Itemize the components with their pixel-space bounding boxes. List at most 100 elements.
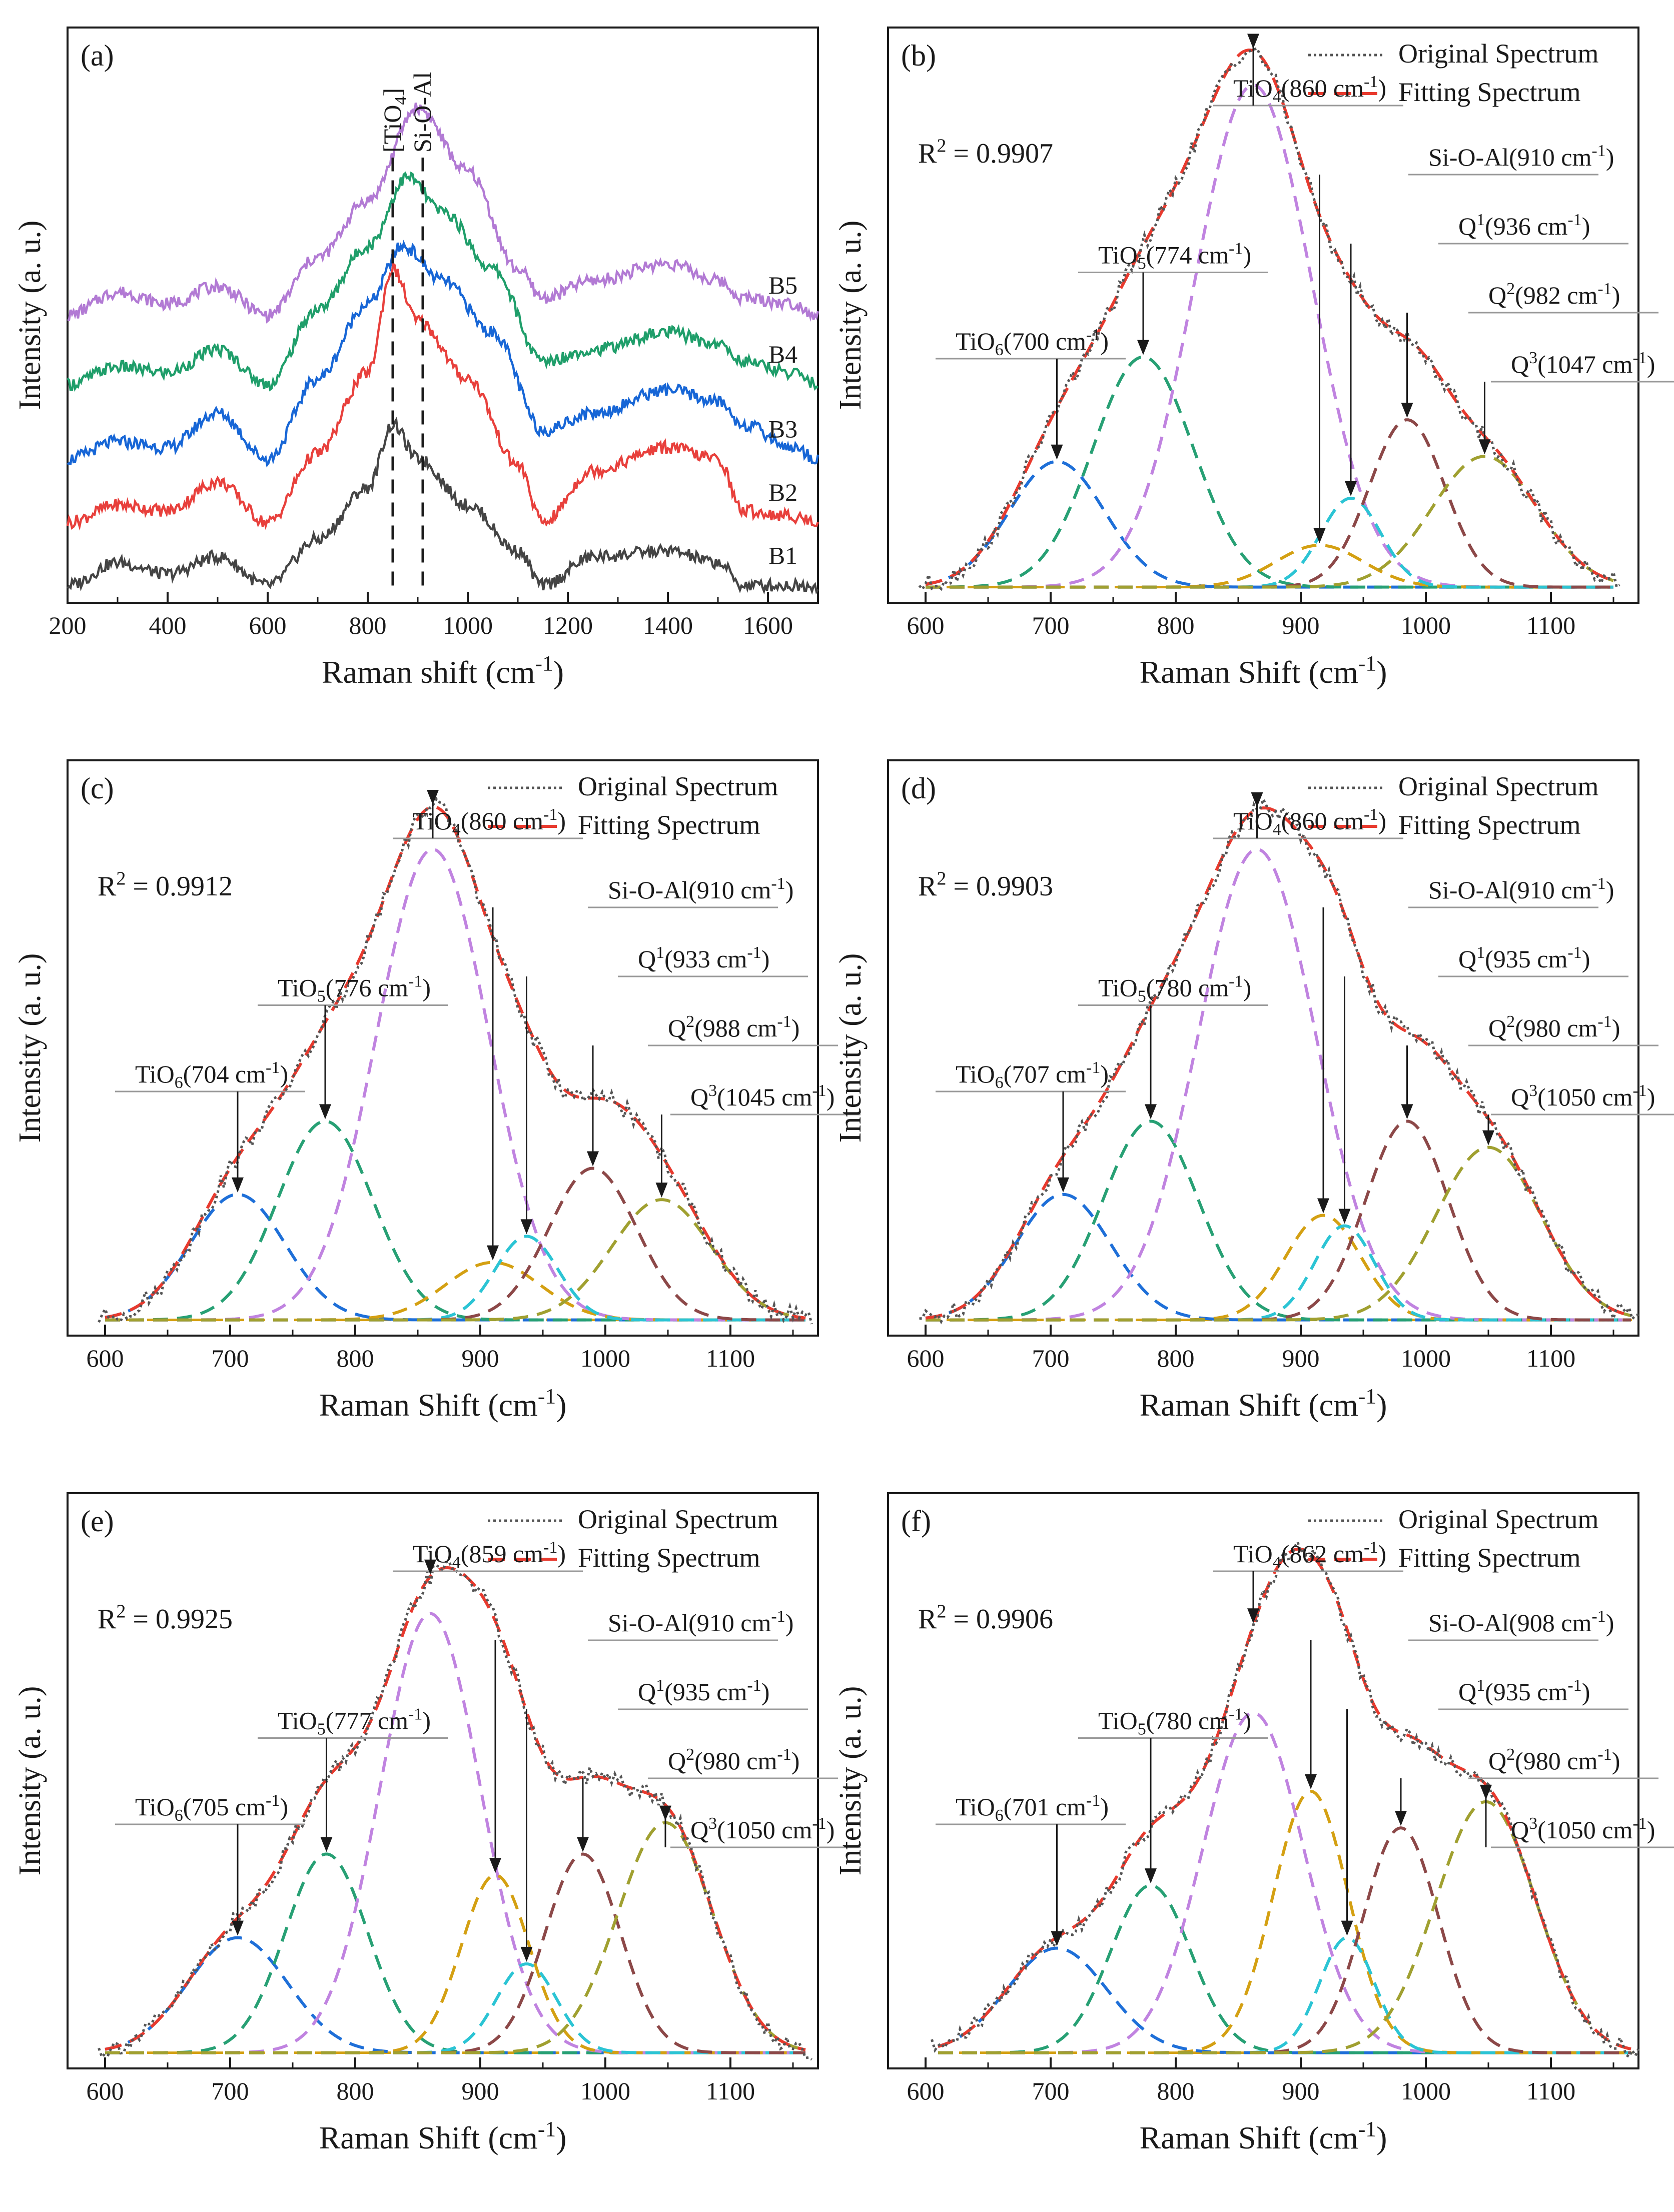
series-label-B4: B4 [768, 340, 797, 368]
x-tick-label: 900 [1282, 2077, 1320, 2105]
x-axis-label: Raman Shift (cm-1) [319, 2117, 567, 2155]
annotation-Q2: Q2(980 cm-1) [1488, 1012, 1620, 1042]
series-B5 [67, 103, 819, 324]
legend-original-label: Original Spectrum [1398, 771, 1598, 801]
x-tick-label: 900 [462, 2077, 499, 2105]
annotation-Q1: Q1(935 cm-1) [638, 1676, 769, 1706]
annotation-arrowhead [487, 1245, 499, 1261]
series-B3 [67, 240, 819, 468]
x-tick-label: 1100 [1526, 611, 1575, 639]
annotation-TiO5: TiO5(774 cm-1) [1098, 240, 1251, 273]
r2-label: R2 = 0.9907 [918, 136, 1053, 169]
annotation-TiO6: TiO6(701 cm-1) [956, 1791, 1109, 1825]
x-tick-label: 800 [1157, 2077, 1195, 2105]
x-tick-label: 800 [349, 611, 387, 639]
x-tick-label: 1100 [706, 2077, 755, 2105]
peak-TiO5 [926, 1120, 1631, 1322]
annotation-arrowhead [489, 1858, 501, 1873]
annotation-SiOAl: Si-O-Al(910 cm-1) [1428, 874, 1614, 904]
x-tick-label: 700 [212, 1344, 249, 1372]
annotation-arrowhead [1247, 1608, 1259, 1624]
peak-Q1 [938, 1936, 1631, 2054]
x-tick-label: 600 [87, 2077, 124, 2105]
annotation-arrowhead [577, 1837, 589, 1852]
annotation-arrowhead [1051, 444, 1063, 460]
x-axis-label: Raman Shift (cm-1) [1140, 1385, 1387, 1423]
panel-a: 200 400 600 800 1000 1200 1400 1600 Raman shift … [13, 27, 819, 690]
x-tick-label: 1000 [1401, 2077, 1451, 2105]
annotation-TiO4: TiO4(860 cm-1) [1233, 73, 1386, 106]
axes-frame [67, 759, 819, 1337]
peak-Q1 [105, 1235, 805, 1322]
annotation-Q1: Q1(935 cm-1) [1458, 943, 1590, 973]
peak-SiOAl [105, 1873, 805, 2054]
peak-Q2 [926, 1120, 1631, 1322]
peak-TiO5 [938, 1884, 1631, 2054]
annotation-Q1: Q1(933 cm-1) [638, 943, 769, 973]
annotation-arrowhead [424, 1559, 436, 1575]
panel-b: 600 700 800 900 1000 1100 Raman Shift (cm-1) In… [833, 27, 1674, 690]
annotation-TiO4: TiO4(860 cm-1) [413, 805, 566, 839]
annotation-TiO5: TiO5(780 cm-1) [1098, 972, 1251, 1006]
panel-e: 600 700 800 900 1000 1100 Raman Shift (cm-1) In… [13, 1492, 861, 2155]
legend-original-label: Original Spectrum [578, 771, 778, 801]
original-spectrum [919, 795, 1639, 1325]
series-label-B3: B3 [768, 415, 797, 443]
legend-original-label: Original Spectrum [1398, 1504, 1598, 1534]
annotation-TiO4: TiO4(859 cm-1) [413, 1538, 566, 1572]
annotation-Q3: Q3(1050 cm-1) [1511, 1081, 1655, 1111]
annotation-arrowhead [520, 1946, 533, 1962]
peak-SiOAl [926, 544, 1613, 589]
annotation-arrowhead [319, 1104, 331, 1120]
x-tick-label: 600 [249, 611, 287, 639]
legend-fitting-label: Fitting Spectrum [578, 810, 760, 840]
peak-Q3 [926, 455, 1614, 589]
panel-label: (f) [901, 1505, 931, 1538]
x-tick-label: 700 [1032, 2077, 1070, 2105]
annotation-TiO6: TiO6(704 cm-1) [135, 1058, 288, 1092]
peak-Q1 [926, 496, 1613, 589]
peak-Q2 [105, 1167, 805, 1322]
x-tick-label: 1000 [580, 2077, 630, 2105]
annotation-arrowhead [1401, 403, 1413, 418]
y-axis-label: Intensity (a. u.) [13, 1686, 47, 1876]
annotation-arrowhead [1395, 1811, 1407, 1826]
x-axis-label: Raman Shift (cm-1) [1140, 652, 1387, 690]
x-tick-label: 1000 [1401, 1344, 1451, 1372]
peak-TiO6 [925, 460, 1613, 589]
marker-label: Si-O-Al [408, 72, 436, 153]
x-axis-label: Raman Shift (cm-1) [1140, 2117, 1387, 2155]
peak-TiO6 [105, 1936, 805, 2054]
peak-Q2 [938, 1826, 1631, 2054]
x-tick-label: 900 [1282, 1344, 1320, 1372]
peak-TiO5 [105, 1120, 805, 1322]
annotation-TiO6: TiO6(705 cm-1) [135, 1791, 288, 1825]
x-tick-label: 400 [149, 611, 187, 639]
annotation-arrowhead [1305, 1774, 1317, 1789]
annotation-TiO5: TiO5(780 cm-1) [1098, 1705, 1251, 1739]
annotation-Q1: Q1(935 cm-1) [1458, 1676, 1590, 1706]
x-tick-label: 800 [337, 2077, 374, 2105]
annotation-arrowhead [1341, 1920, 1353, 1936]
peak-TiO4 [926, 847, 1631, 1322]
annotation-arrowhead [1345, 481, 1357, 496]
series-label-B5: B5 [768, 271, 797, 299]
r2-label: R2 = 0.9903 [918, 868, 1053, 902]
peak-SiOAl [926, 1214, 1631, 1322]
annotation-arrowhead [232, 1920, 244, 1936]
x-axis-label: Raman Shift (cm-1) [319, 1385, 567, 1423]
peak-Q3 [105, 1198, 806, 1322]
x-tick-label: 1400 [643, 611, 693, 639]
annotation-Q2: Q2(980 cm-1) [668, 1745, 799, 1775]
annotation-arrowhead [1480, 1784, 1492, 1800]
peak-TiO5 [926, 355, 1613, 589]
original-spectrum [918, 47, 1620, 592]
annotation-TiO6: TiO6(700 cm-1) [956, 326, 1109, 359]
panel-label: (c) [81, 772, 114, 805]
annotation-SiOAl: Si-O-Al(908 cm-1) [1428, 1607, 1614, 1637]
x-tick-label: 200 [49, 611, 87, 639]
series-B2 [66, 262, 819, 531]
y-axis-label: Intensity (a. u.) [833, 1686, 868, 1876]
annotation-arrowhead [1057, 1177, 1069, 1193]
legend-fitting-label: Fitting Spectrum [578, 1543, 760, 1573]
